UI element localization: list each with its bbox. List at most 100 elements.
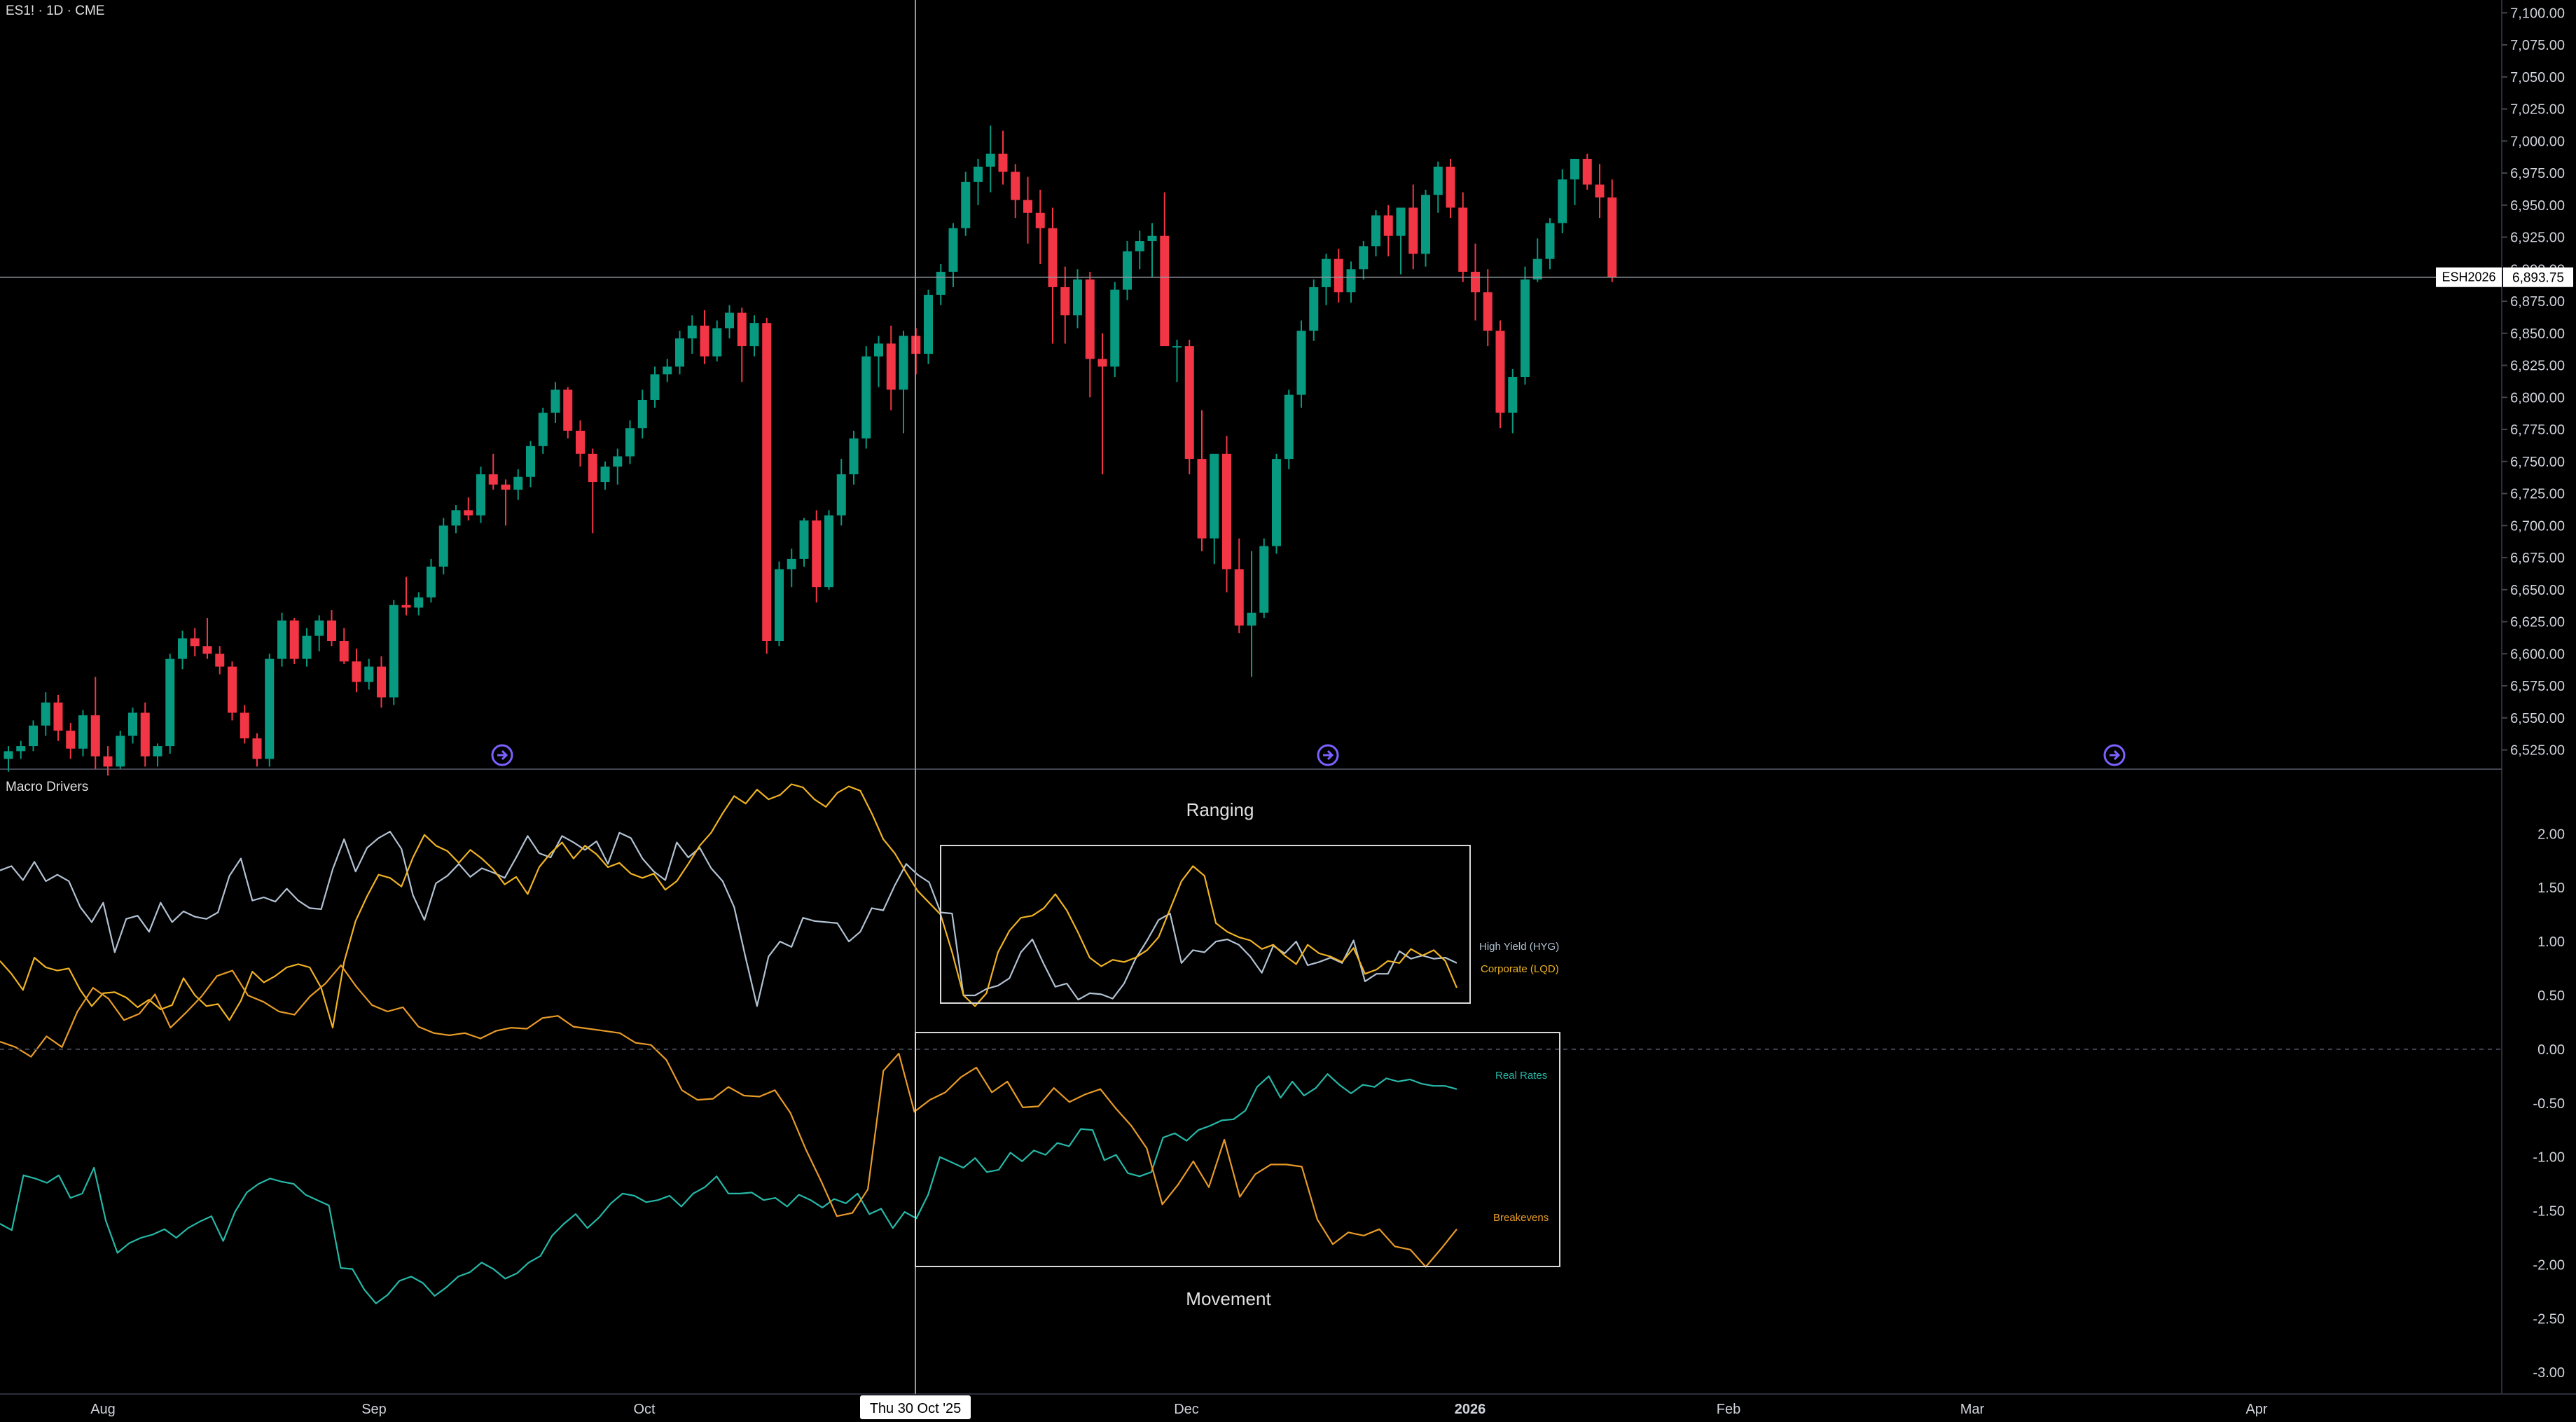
time-tick-label: 2026 bbox=[1455, 1402, 1486, 1417]
price-tick-label: 6,550.00 bbox=[2510, 711, 2565, 726]
price-tick-label: 6,775.00 bbox=[2510, 422, 2565, 438]
candle bbox=[252, 733, 262, 767]
candle bbox=[1421, 189, 1430, 267]
movement-box[interactable] bbox=[915, 1032, 1560, 1267]
candle bbox=[1359, 241, 1369, 279]
candle bbox=[1495, 320, 1505, 429]
candle bbox=[886, 325, 896, 410]
candle bbox=[377, 656, 386, 708]
candle bbox=[327, 610, 336, 647]
candle bbox=[538, 407, 548, 454]
price-tick-label: 6,750.00 bbox=[2510, 455, 2565, 470]
candle bbox=[1570, 158, 1579, 205]
candle bbox=[1222, 436, 1231, 593]
candle bbox=[775, 561, 784, 647]
candle bbox=[53, 694, 63, 741]
price-tick-label: 6,725.00 bbox=[2510, 487, 2565, 502]
timeline-event-icon[interactable] bbox=[2103, 744, 2126, 766]
crosshair-date-badge bbox=[860, 1395, 971, 1419]
timeline-event-icon[interactable] bbox=[491, 744, 513, 766]
candle bbox=[1160, 192, 1170, 347]
ranging-annotation[interactable]: Ranging bbox=[1186, 799, 1254, 820]
price-badge[interactable]: ESH2026 6,893.75 bbox=[2436, 267, 2573, 287]
candle bbox=[202, 618, 212, 659]
candle bbox=[438, 518, 448, 574]
candle bbox=[1048, 207, 1058, 344]
candle bbox=[799, 518, 809, 567]
indicator-title[interactable]: Macro Drivers bbox=[6, 780, 88, 794]
price-tick-label: 6,875.00 bbox=[2510, 294, 2565, 310]
candle bbox=[663, 359, 672, 382]
candle bbox=[1210, 453, 1219, 565]
time-tick-label: Mar bbox=[1960, 1402, 1985, 1417]
time-tick-label: Apr bbox=[2245, 1402, 2267, 1417]
candle bbox=[563, 387, 573, 439]
candle bbox=[1110, 282, 1120, 378]
candle bbox=[451, 505, 461, 534]
candle bbox=[874, 336, 883, 387]
price-tick-label: 6,525.00 bbox=[2510, 743, 2565, 759]
candle bbox=[228, 661, 237, 721]
price-tick-label: 6,600.00 bbox=[2510, 647, 2565, 662]
candle bbox=[725, 305, 734, 339]
price-tick-label: 6,700.00 bbox=[2510, 518, 2565, 534]
candle bbox=[1123, 241, 1132, 301]
candle bbox=[1284, 389, 1294, 469]
candle bbox=[924, 289, 933, 364]
candle bbox=[1023, 177, 1032, 244]
price-scale[interactable]: 7,100.00 7,075.00 7,050.00 7,025.00 7,000.00… bbox=[2502, 6, 2565, 759]
candle bbox=[1607, 179, 1617, 282]
candle bbox=[948, 223, 958, 287]
candle bbox=[1011, 164, 1020, 219]
price-tick-label: 6,800.00 bbox=[2510, 390, 2565, 406]
price-tick-label: 6,825.00 bbox=[2510, 359, 2565, 374]
candle bbox=[464, 497, 473, 520]
candle bbox=[1521, 266, 1530, 385]
candle bbox=[550, 382, 560, 423]
timeline-event-icon[interactable] bbox=[1317, 744, 1339, 766]
candle bbox=[998, 130, 1008, 185]
candle bbox=[414, 592, 424, 616]
candle bbox=[1458, 192, 1468, 282]
candle bbox=[762, 317, 772, 654]
candle bbox=[1582, 153, 1592, 190]
candle bbox=[1309, 279, 1319, 341]
candle bbox=[140, 702, 150, 767]
symbol-title[interactable]: ES1! · 1D · CME bbox=[6, 4, 104, 18]
candle bbox=[637, 389, 647, 439]
price-tick-label: 6,850.00 bbox=[2510, 326, 2565, 342]
candle bbox=[1334, 249, 1343, 303]
candle bbox=[1322, 254, 1331, 305]
price-tick-label: 7,025.00 bbox=[2510, 102, 2565, 118]
candle bbox=[178, 630, 187, 670]
indicator-tick-label: 1.50 bbox=[2537, 881, 2565, 896]
candle bbox=[675, 331, 684, 375]
candle bbox=[16, 740, 26, 759]
candle bbox=[687, 315, 697, 354]
candle bbox=[899, 331, 908, 434]
candle bbox=[103, 746, 113, 776]
price-tick-label: 6,925.00 bbox=[2510, 230, 2565, 246]
candle bbox=[1396, 207, 1406, 275]
candle bbox=[128, 707, 137, 744]
candle bbox=[526, 441, 535, 488]
candle bbox=[600, 461, 610, 490]
candle bbox=[401, 577, 411, 616]
candle bbox=[1147, 223, 1157, 277]
candle bbox=[1483, 269, 1493, 347]
time-scale[interactable]: Aug Sep Oct Dec 2026 Feb Mar Apr bbox=[90, 1402, 2268, 1417]
candle bbox=[588, 448, 597, 534]
candle bbox=[737, 308, 747, 382]
macro-series bbox=[0, 783, 1458, 1304]
candle bbox=[1197, 410, 1207, 551]
candle bbox=[476, 467, 485, 523]
movement-annotation[interactable]: Movement bbox=[1186, 1288, 1271, 1309]
indicator-scale[interactable]: 2.00 1.50 1.00 0.50 0.00 -0.50 -1.00 -1.50 -2.00… bbox=[2533, 827, 2565, 1381]
candle bbox=[787, 548, 796, 588]
crosshair-date-label: Thu 30 Oct '25 bbox=[870, 1401, 962, 1416]
price-tick-label: 6,675.00 bbox=[2510, 551, 2565, 566]
candle bbox=[427, 558, 436, 603]
ranging-box[interactable] bbox=[940, 845, 1471, 1004]
candle bbox=[1558, 169, 1567, 234]
